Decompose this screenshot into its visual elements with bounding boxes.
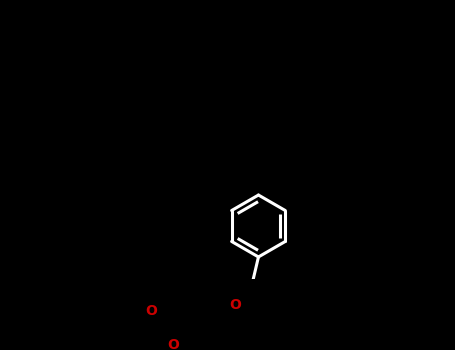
Text: O: O: [146, 304, 157, 318]
Text: O: O: [229, 298, 241, 312]
Text: O: O: [167, 338, 179, 350]
